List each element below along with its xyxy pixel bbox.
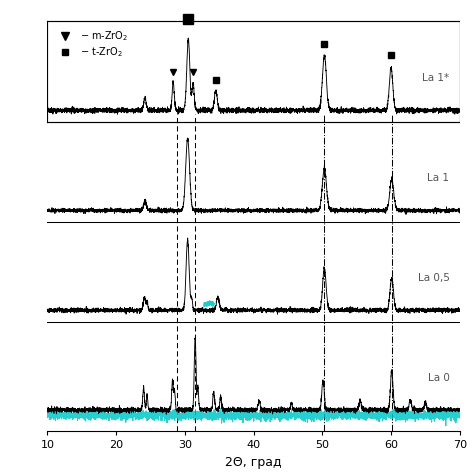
Text: $-$ m-ZrO$_2$: $-$ m-ZrO$_2$: [81, 29, 128, 43]
Text: La 0: La 0: [428, 373, 449, 383]
Text: $-$ t-ZrO$_2$: $-$ t-ZrO$_2$: [81, 46, 123, 59]
Text: La 1: La 1: [428, 173, 449, 183]
Text: La 0,5: La 0,5: [418, 273, 449, 283]
Text: La 1*: La 1*: [422, 73, 449, 83]
X-axis label: 2Θ, град: 2Θ, град: [225, 456, 282, 469]
